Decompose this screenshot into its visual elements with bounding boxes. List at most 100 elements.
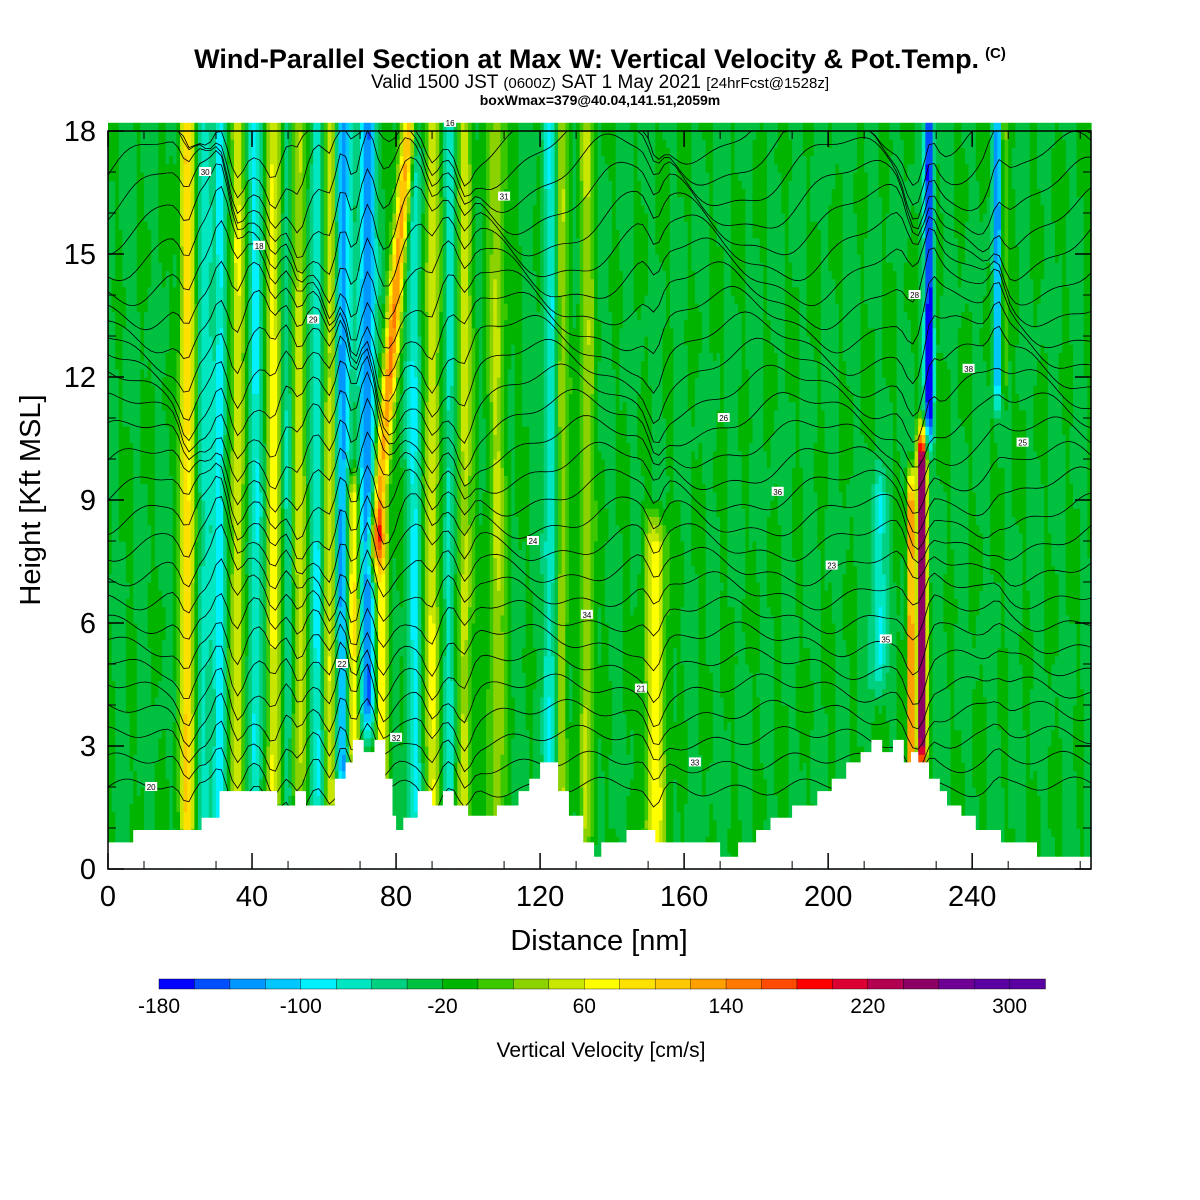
velocity-cell	[122, 803, 126, 812]
velocity-cell	[169, 467, 173, 476]
velocity-cell	[158, 648, 162, 657]
velocity-cell	[148, 139, 152, 148]
velocity-cell	[115, 393, 119, 402]
velocity-cell	[112, 270, 116, 279]
velocity-cell	[137, 352, 141, 361]
velocity-cell	[169, 156, 173, 165]
velocity-cell	[155, 582, 159, 591]
velocity-cell	[130, 279, 134, 288]
velocity-cell	[162, 762, 166, 771]
velocity-cell	[173, 246, 177, 255]
velocity-cell	[173, 525, 177, 534]
velocity-cell	[137, 549, 141, 558]
velocity-cell	[148, 385, 152, 394]
velocity-cell	[144, 516, 148, 525]
velocity-cell	[112, 156, 116, 165]
velocity-cell	[158, 492, 162, 501]
velocity-cell	[122, 131, 126, 140]
velocity-cell	[158, 197, 162, 206]
velocity-cell	[133, 746, 137, 755]
velocity-cell	[155, 402, 159, 411]
velocity-cell	[137, 484, 141, 493]
velocity-cell	[166, 664, 170, 673]
velocity-cell	[119, 139, 123, 148]
velocity-cell	[119, 164, 123, 173]
velocity-cell	[151, 459, 155, 468]
velocity-cell	[173, 164, 177, 173]
velocity-cell	[169, 484, 173, 493]
velocity-cell	[140, 648, 144, 657]
velocity-cell	[169, 377, 173, 386]
velocity-cell	[112, 197, 116, 206]
velocity-cell	[173, 689, 177, 698]
velocity-cell	[148, 295, 152, 304]
velocity-cell	[148, 549, 152, 558]
velocity-cell	[151, 557, 155, 566]
velocity-cell	[151, 648, 155, 657]
velocity-cell	[162, 516, 166, 525]
velocity-cell	[126, 795, 130, 804]
velocity-cell	[122, 500, 126, 509]
velocity-cell	[126, 459, 130, 468]
velocity-cell	[151, 172, 155, 181]
velocity-cell	[155, 525, 159, 534]
velocity-cell	[126, 680, 130, 689]
velocity-cell	[162, 393, 166, 402]
velocity-cell	[148, 680, 152, 689]
velocity-cell	[166, 180, 170, 189]
velocity-cell	[155, 746, 159, 755]
velocity-cell	[112, 418, 116, 427]
velocity-cell	[151, 402, 155, 411]
velocity-cell	[137, 713, 141, 722]
velocity-cell	[137, 812, 141, 821]
velocity-cell	[169, 451, 173, 460]
velocity-cell	[112, 680, 116, 689]
velocity-cell	[122, 402, 126, 411]
velocity-cell	[115, 557, 119, 566]
velocity-cell	[140, 533, 144, 542]
velocity-cell	[126, 533, 130, 542]
velocity-cell	[144, 541, 148, 550]
velocity-cell	[119, 557, 123, 566]
velocity-cell	[140, 246, 144, 255]
velocity-cell	[119, 549, 123, 558]
velocity-cell	[119, 352, 123, 361]
velocity-cell	[169, 664, 173, 673]
velocity-cell	[148, 402, 152, 411]
velocity-cell	[176, 689, 180, 698]
velocity-cell	[151, 795, 155, 804]
velocity-cell	[122, 639, 126, 648]
velocity-cell	[162, 598, 166, 607]
velocity-cell	[122, 254, 126, 263]
velocity-cell	[112, 402, 116, 411]
velocity-cell	[166, 377, 170, 386]
velocity-cell	[173, 615, 177, 624]
velocity-cell	[155, 738, 159, 747]
velocity-cell	[151, 410, 155, 419]
velocity-cell	[112, 598, 116, 607]
velocity-cell	[126, 672, 130, 681]
velocity-cell	[155, 139, 159, 148]
velocity-cell	[130, 385, 134, 394]
velocity-cell	[173, 762, 177, 771]
velocity-cell	[158, 164, 162, 173]
velocity-cell	[144, 484, 148, 493]
velocity-cell	[122, 607, 126, 616]
velocity-cell	[126, 205, 130, 214]
velocity-cell	[148, 697, 152, 706]
velocity-cell	[148, 172, 152, 181]
velocity-cell	[140, 631, 144, 640]
velocity-cell	[122, 443, 126, 452]
velocity-cell	[155, 295, 159, 304]
velocity-cell	[158, 147, 162, 156]
velocity-cell	[166, 328, 170, 337]
velocity-cell	[122, 303, 126, 312]
velocity-cell	[162, 295, 166, 304]
velocity-cell	[119, 320, 123, 329]
velocity-cell	[169, 164, 173, 173]
velocity-cell	[122, 820, 126, 829]
velocity-cell	[115, 131, 119, 140]
velocity-cell	[158, 467, 162, 476]
velocity-cell	[158, 525, 162, 534]
velocity-cell	[162, 549, 166, 558]
